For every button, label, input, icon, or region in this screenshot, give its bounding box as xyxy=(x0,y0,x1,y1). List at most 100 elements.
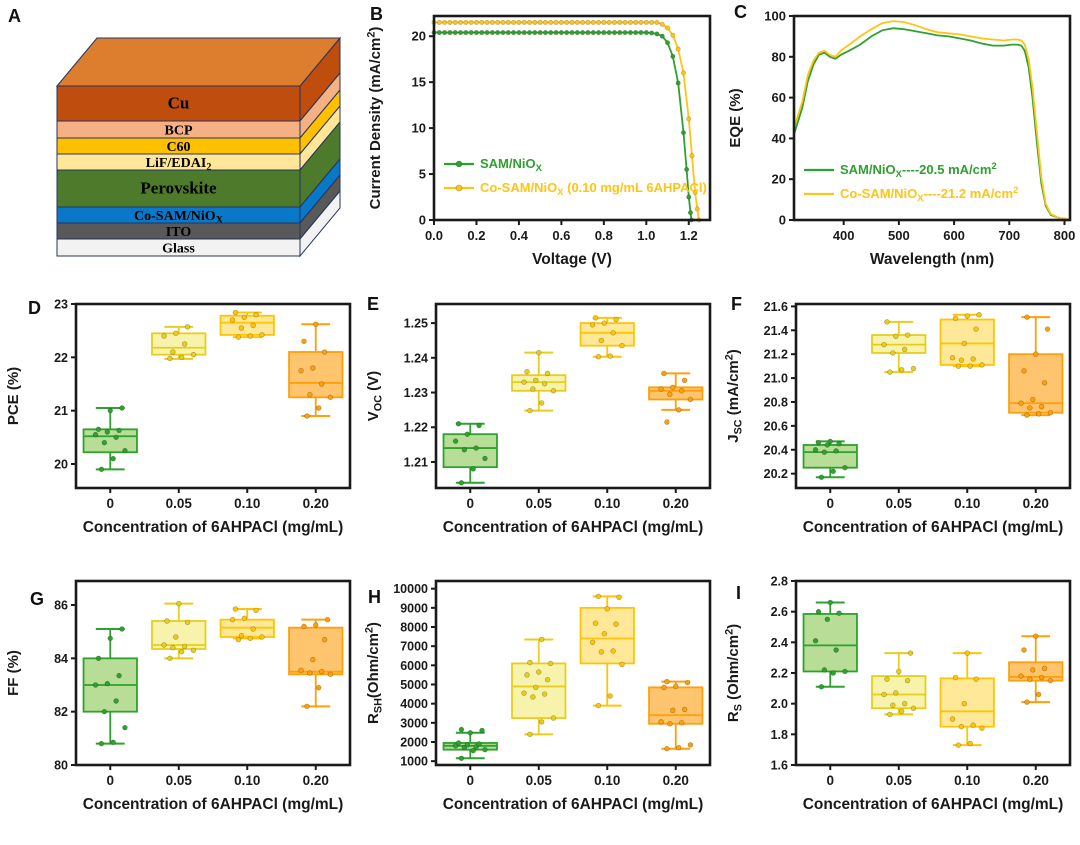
svg-text:0.05: 0.05 xyxy=(166,496,193,511)
svg-text:21.6: 21.6 xyxy=(764,300,788,314)
panel-label-b: B xyxy=(370,4,383,24)
panel-a: A Cu BCP C60 LiF/EDAI2 Perovskite Co-SAM/NiOX… xyxy=(0,0,360,290)
svg-text:0.05: 0.05 xyxy=(526,496,553,511)
svg-text:0.05: 0.05 xyxy=(166,773,193,788)
panel-i: I 0 0.05 0.10 0.20 1.6 1.8 2.0 2.2 2.4 2.6 2.8 Conc… xyxy=(720,567,1080,845)
panel-label-g: G xyxy=(30,589,45,609)
svg-text:0.8: 0.8 xyxy=(595,228,613,243)
svg-text:500: 500 xyxy=(888,228,910,243)
svg-text:RS (Ohm/cm2): RS (Ohm/cm2) xyxy=(723,624,744,722)
svg-text:0: 0 xyxy=(826,773,834,788)
panel-label-f: F xyxy=(731,294,742,314)
svg-text:0.10: 0.10 xyxy=(954,496,980,511)
svg-text:RSH(Ohm/cm2): RSH(Ohm/cm2) xyxy=(363,622,384,724)
svg-text:6000: 6000 xyxy=(400,659,428,673)
svg-text:5: 5 xyxy=(419,167,426,182)
svg-text:1.0: 1.0 xyxy=(637,228,655,243)
svg-text:8000: 8000 xyxy=(400,621,428,635)
svg-text:Current Density (mA/cm2): Current Density (mA/cm2) xyxy=(365,27,384,210)
svg-text:0: 0 xyxy=(779,213,786,228)
svg-text:0.10: 0.10 xyxy=(954,773,980,788)
svg-text:0.10: 0.10 xyxy=(594,496,620,511)
svg-text:0.20: 0.20 xyxy=(1023,773,1049,788)
svg-text:0: 0 xyxy=(826,496,834,511)
svg-text:80: 80 xyxy=(54,759,68,773)
svg-text:15: 15 xyxy=(412,75,426,90)
svg-text:20: 20 xyxy=(412,29,426,44)
panel-d: D 0 0.05 0.10 0.20 20 21 22 23 Concentration of … xyxy=(0,290,360,567)
jsc-box-plot: 0 0.05 0.10 0.20 20.2 20.4 20.6 20.8 21.0 21.2 21.… xyxy=(723,300,1072,536)
svg-text:0.0: 0.0 xyxy=(425,228,443,243)
svg-text:7000: 7000 xyxy=(400,640,428,654)
svg-text:23: 23 xyxy=(54,298,68,312)
svg-text:2.8: 2.8 xyxy=(771,575,788,589)
svg-text:1.8: 1.8 xyxy=(771,728,788,742)
svg-text:100: 100 xyxy=(764,9,786,24)
svg-text:Cu: Cu xyxy=(168,94,190,113)
svg-text:40: 40 xyxy=(772,131,786,146)
svg-text:Concentration of 6AHPACl (mg/m: Concentration of 6AHPACl (mg/mL) xyxy=(803,519,1064,536)
svg-text:SAM/NiOX----20.5 mA/cm2: SAM/NiOX----20.5 mA/cm2 xyxy=(840,161,997,179)
svg-text:JSC (mA/cm2): JSC (mA/cm2) xyxy=(723,349,744,443)
rsh-box-plot: 0 0.05 0.10 0.20 1000 2000 3000 4000 5000 6000 700… xyxy=(363,579,712,813)
svg-text:VOC (V): VOC (V) xyxy=(365,371,384,421)
panel-g: G 0 0.05 0.10 0.20 80 82 84 86 Concentration of … xyxy=(0,567,360,845)
jv-curve-chart: SAM/NiOX Co-SAM/NiOX (0.10 mg/mL 6AHPACl)… xyxy=(365,14,712,268)
svg-text:20: 20 xyxy=(772,172,786,187)
svg-text:BCP: BCP xyxy=(165,124,193,139)
svg-text:0.6: 0.6 xyxy=(552,228,570,243)
svg-text:800: 800 xyxy=(1054,228,1076,243)
svg-text:0.05: 0.05 xyxy=(886,496,913,511)
svg-text:0: 0 xyxy=(466,496,474,511)
svg-text:2.6: 2.6 xyxy=(771,605,788,619)
pce-box-plot: 0 0.05 0.10 0.20 20 21 22 23 Concentration of 6A… xyxy=(5,298,352,536)
svg-text:600: 600 xyxy=(943,228,965,243)
svg-text:Co-SAM/NiOX----21.2 mA/cm2: Co-SAM/NiOX----21.2 mA/cm2 xyxy=(840,185,1018,203)
svg-text:20.2: 20.2 xyxy=(764,467,788,481)
panel-h: H 0 0.05 0.10 0.20 1000 2000 3000 4000 5000 6000 7… xyxy=(360,567,720,845)
panel-label-i: I xyxy=(736,583,742,603)
svg-text:0.05: 0.05 xyxy=(886,773,913,788)
svg-text:C60: C60 xyxy=(166,140,190,155)
svg-text:SAM/NiOX: SAM/NiOX xyxy=(480,156,543,173)
svg-text:1.22: 1.22 xyxy=(404,421,428,435)
panel-label-c: C xyxy=(734,2,747,22)
svg-text:5000: 5000 xyxy=(400,678,428,692)
svg-text:Co-SAM/NiOX: Co-SAM/NiOX xyxy=(134,209,224,226)
rs-box-plot: 0 0.05 0.10 0.20 1.6 1.8 2.0 2.2 2.4 2.6 2.8 Concen… xyxy=(723,575,1072,813)
svg-text:60: 60 xyxy=(772,90,786,105)
svg-text:10000: 10000 xyxy=(393,582,428,596)
panel-c: C SAM/NiOX----20.5 mA/cm2 Co-SAM/NiOX----… xyxy=(720,0,1080,290)
svg-text:0.10: 0.10 xyxy=(594,773,620,788)
svg-text:1.2: 1.2 xyxy=(680,228,698,243)
svg-text:ITO: ITO xyxy=(166,225,192,240)
svg-text:700: 700 xyxy=(998,228,1020,243)
panel-b: B SAM/NiOX Co-SAM/NiOX (0.10 mg/mL 6AHPAC… xyxy=(360,0,720,290)
svg-text:0.20: 0.20 xyxy=(663,496,689,511)
svg-text:21.2: 21.2 xyxy=(764,348,788,362)
svg-text:20: 20 xyxy=(54,458,68,472)
svg-text:0.10: 0.10 xyxy=(234,773,260,788)
svg-text:20.6: 20.6 xyxy=(764,419,788,433)
panel-label-h: H xyxy=(368,587,381,607)
svg-text:21: 21 xyxy=(54,404,68,418)
svg-text:2.0: 2.0 xyxy=(771,697,788,711)
voc-box-plot: 0 0.05 0.10 0.20 1.21 1.22 1.23 1.24 1.25 Concent… xyxy=(365,302,712,536)
svg-text:1.21: 1.21 xyxy=(404,455,428,469)
eqe-chart: SAM/NiOX----20.5 mA/cm2 Co-SAM/NiOX----21… xyxy=(727,9,1076,269)
svg-text:Wavelength (nm): Wavelength (nm) xyxy=(870,251,994,268)
svg-text:0.10: 0.10 xyxy=(234,496,260,511)
svg-text:0: 0 xyxy=(106,496,114,511)
panel-e: E 0 0.05 0.10 0.20 1.21 1.22 1.23 1.24 1.25 Conce… xyxy=(360,290,720,567)
svg-text:1.24: 1.24 xyxy=(404,351,428,365)
svg-text:Concentration of 6AHPACl (mg/m: Concentration of 6AHPACl (mg/mL) xyxy=(443,519,704,536)
svg-text:82: 82 xyxy=(54,705,68,719)
ff-box-plot: 0 0.05 0.10 0.20 80 82 84 86 Concentration of 6A… xyxy=(5,579,352,813)
svg-text:2.4: 2.4 xyxy=(771,636,788,650)
svg-text:0.20: 0.20 xyxy=(303,496,329,511)
svg-text:0: 0 xyxy=(419,213,426,228)
svg-text:22: 22 xyxy=(54,351,68,365)
svg-text:20.4: 20.4 xyxy=(764,443,788,457)
